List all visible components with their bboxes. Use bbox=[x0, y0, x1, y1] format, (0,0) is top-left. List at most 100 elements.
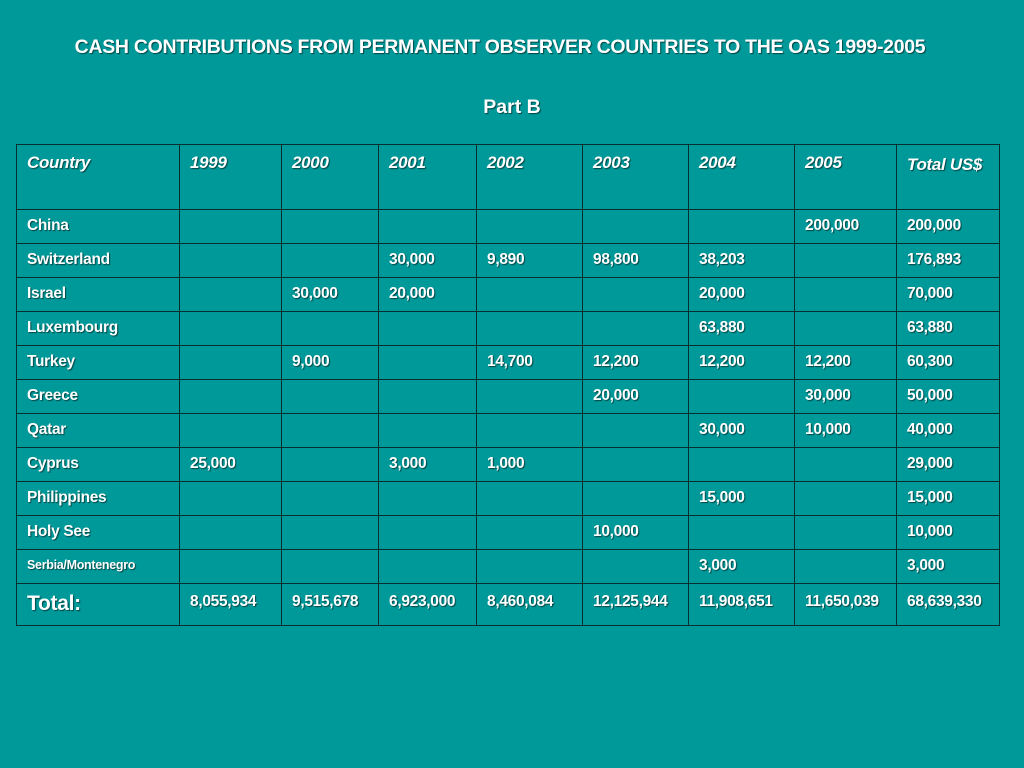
total-value-cell: 12,125,944 bbox=[582, 583, 689, 626]
value-cell: 200,000 bbox=[794, 209, 897, 244]
value-cell: 3,000 bbox=[688, 549, 795, 584]
table-row: Switzerland 30,000 9,890 98,800 38,203 176,89… bbox=[16, 243, 1000, 278]
value-cell bbox=[179, 345, 282, 380]
value-cell: 70,000 bbox=[896, 277, 1000, 312]
value-cell bbox=[476, 481, 583, 516]
value-cell: 38,203 bbox=[688, 243, 795, 278]
value-cell: 40,000 bbox=[896, 413, 1000, 448]
table-row: Cyprus 25,000 3,000 1,000 29,000 bbox=[16, 447, 1000, 482]
value-cell bbox=[281, 481, 379, 516]
column-header: 2001 bbox=[378, 144, 477, 210]
table-header-row: Country 1999 2000 2001 2002 2003 2004 2005 Total… bbox=[16, 144, 1000, 210]
value-cell bbox=[281, 243, 379, 278]
value-cell: 63,880 bbox=[896, 311, 1000, 346]
value-cell bbox=[378, 413, 477, 448]
table-body: China 200,000 200,000 Switzerland 30,000 9,89… bbox=[16, 209, 1000, 626]
total-row: Total: 8,055,934 9,515,678 6,923,000 8,460,0… bbox=[16, 583, 1000, 626]
value-cell bbox=[179, 243, 282, 278]
total-value-cell: 8,460,084 bbox=[476, 583, 583, 626]
value-cell bbox=[688, 447, 795, 482]
table-row: Turkey 9,000 14,700 12,200 12,200 12,200 60,30… bbox=[16, 345, 1000, 380]
value-cell bbox=[688, 515, 795, 550]
value-cell bbox=[582, 447, 689, 482]
table-row: Luxembourg 63,880 63,880 bbox=[16, 311, 1000, 346]
value-cell: 98,800 bbox=[582, 243, 689, 278]
value-cell bbox=[794, 549, 897, 584]
country-cell: Luxembourg bbox=[16, 311, 180, 346]
value-cell: 20,000 bbox=[688, 277, 795, 312]
value-cell bbox=[281, 515, 379, 550]
value-cell: 30,000 bbox=[281, 277, 379, 312]
table-row: Philippines 15,000 15,000 bbox=[16, 481, 1000, 516]
value-cell: 200,000 bbox=[896, 209, 1000, 244]
value-cell: 30,000 bbox=[794, 379, 897, 414]
country-cell: Switzerland bbox=[16, 243, 180, 278]
value-cell bbox=[281, 209, 379, 244]
total-value-cell: 9,515,678 bbox=[281, 583, 379, 626]
value-cell: 3,000 bbox=[896, 549, 1000, 584]
value-cell: 10,000 bbox=[794, 413, 897, 448]
country-cell: China bbox=[16, 209, 180, 244]
value-cell: 20,000 bbox=[378, 277, 477, 312]
value-cell: 30,000 bbox=[688, 413, 795, 448]
value-cell: 176,893 bbox=[896, 243, 1000, 278]
value-cell bbox=[688, 379, 795, 414]
table-row: Qatar 30,000 10,000 40,000 bbox=[16, 413, 1000, 448]
value-cell bbox=[794, 277, 897, 312]
value-cell: 1,000 bbox=[476, 447, 583, 482]
country-cell: Cyprus bbox=[16, 447, 180, 482]
country-cell: Greece bbox=[16, 379, 180, 414]
value-cell bbox=[378, 209, 477, 244]
value-cell bbox=[794, 243, 897, 278]
value-cell bbox=[476, 209, 583, 244]
column-header: Total US$ bbox=[896, 144, 1000, 210]
value-cell: 15,000 bbox=[896, 481, 1000, 516]
value-cell: 25,000 bbox=[179, 447, 282, 482]
value-cell bbox=[476, 413, 583, 448]
total-value-cell: 8,055,934 bbox=[179, 583, 282, 626]
country-cell: Turkey bbox=[16, 345, 180, 380]
value-cell bbox=[281, 447, 379, 482]
value-cell bbox=[794, 447, 897, 482]
value-cell: 29,000 bbox=[896, 447, 1000, 482]
country-cell: Israel bbox=[16, 277, 180, 312]
column-header: Country bbox=[16, 144, 180, 210]
value-cell: 9,890 bbox=[476, 243, 583, 278]
table-row: Serbia/Montenegro 3,000 3,000 bbox=[16, 549, 1000, 584]
column-header: 2005 bbox=[794, 144, 897, 210]
page-subtitle: Part B bbox=[483, 96, 541, 118]
value-cell bbox=[281, 311, 379, 346]
country-cell: Philippines bbox=[16, 481, 180, 516]
value-cell bbox=[179, 515, 282, 550]
value-cell bbox=[378, 549, 477, 584]
value-cell bbox=[179, 209, 282, 244]
value-cell: 3,000 bbox=[378, 447, 477, 482]
total-value-cell: 11,908,651 bbox=[688, 583, 795, 626]
value-cell bbox=[476, 277, 583, 312]
value-cell: 50,000 bbox=[896, 379, 1000, 414]
value-cell bbox=[582, 413, 689, 448]
value-cell bbox=[281, 549, 379, 584]
value-cell bbox=[179, 481, 282, 516]
value-cell: 12,200 bbox=[794, 345, 897, 380]
value-cell: 30,000 bbox=[378, 243, 477, 278]
value-cell: 10,000 bbox=[582, 515, 689, 550]
table-row: Greece 20,000 30,000 50,000 bbox=[16, 379, 1000, 414]
value-cell bbox=[179, 311, 282, 346]
total-value-cell: 68,639,330 bbox=[896, 583, 1000, 626]
column-header: 2000 bbox=[281, 144, 379, 210]
value-cell: 10,000 bbox=[896, 515, 1000, 550]
value-cell bbox=[378, 345, 477, 380]
value-cell: 15,000 bbox=[688, 481, 795, 516]
value-cell bbox=[378, 515, 477, 550]
total-value-cell: 11,650,039 bbox=[794, 583, 897, 626]
column-header: 2003 bbox=[582, 144, 689, 210]
value-cell: 63,880 bbox=[688, 311, 795, 346]
value-cell bbox=[476, 311, 583, 346]
total-value-cell: 6,923,000 bbox=[378, 583, 477, 626]
value-cell bbox=[179, 277, 282, 312]
page-title: CASH CONTRIBUTIONS FROM PERMANENT OBSERV… bbox=[74, 36, 926, 58]
value-cell bbox=[582, 549, 689, 584]
value-cell: 20,000 bbox=[582, 379, 689, 414]
value-cell: 14,700 bbox=[476, 345, 583, 380]
